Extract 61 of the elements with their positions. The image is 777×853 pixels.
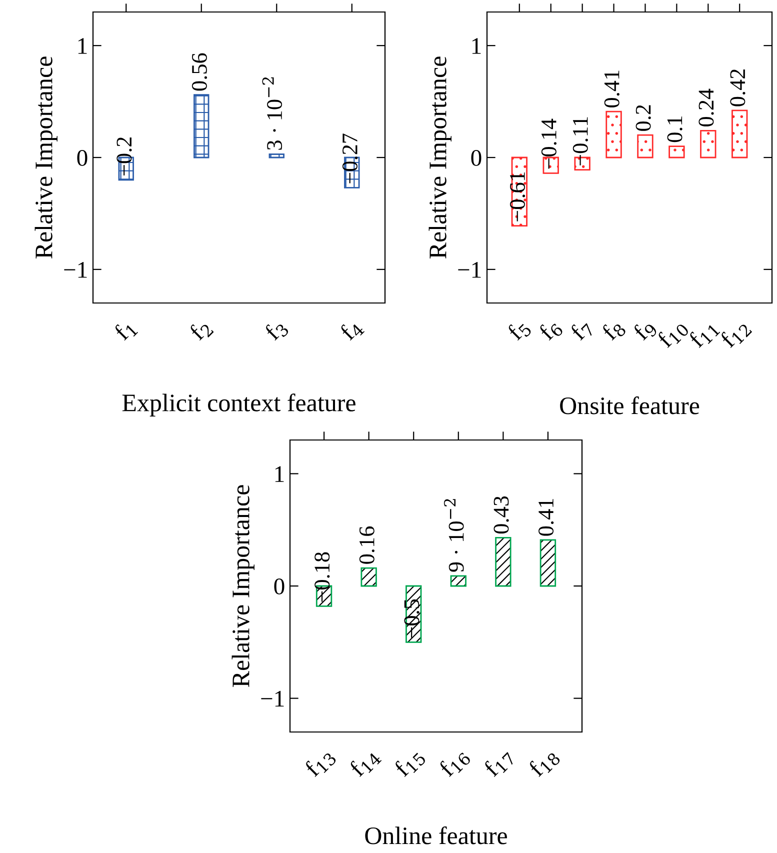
x-tick-label: f$_{10}$ bbox=[656, 322, 690, 348]
data-label: 0.1 bbox=[667, 116, 682, 142]
data-label: 0.24 bbox=[698, 88, 714, 126]
bar bbox=[450, 575, 466, 587]
x-axis-title: Online feature bbox=[365, 826, 507, 844]
data-label: 0.41 bbox=[538, 499, 554, 536]
x-tick-label: f$_{7}$ bbox=[568, 317, 596, 344]
y-tick-label: 1 bbox=[472, 38, 481, 54]
data-label: 0.42 bbox=[730, 69, 746, 106]
bar bbox=[268, 153, 284, 158]
bar bbox=[194, 94, 210, 158]
data-label: −0.18 bbox=[314, 552, 330, 602]
bar bbox=[360, 567, 377, 587]
data-label: −0.14 bbox=[541, 118, 557, 169]
x-axis-title: Explicit context feature bbox=[122, 394, 356, 416]
data-label: −0.2 bbox=[116, 137, 132, 176]
x-tick-label: f$_{4}$ bbox=[338, 317, 365, 344]
x-tick-label: f$_{5}$ bbox=[506, 317, 532, 344]
x-tick-label: f$_{13}$ bbox=[303, 746, 337, 780]
y-tick-label: 0 bbox=[471, 150, 482, 166]
x-tick-label: f$_{17}$ bbox=[482, 746, 516, 780]
data-label: 0.43 bbox=[494, 496, 509, 534]
y-tick-label: −1 bbox=[261, 690, 284, 706]
x-tick-label: f$_{12}$ bbox=[718, 318, 752, 351]
data-label: 0.16 bbox=[359, 526, 374, 564]
y-tick-label: −1 bbox=[64, 262, 87, 278]
data-label: 0.2 bbox=[636, 105, 651, 131]
x-tick-label: f$_{18}$ bbox=[527, 746, 561, 780]
x-tick-label: f$_{14}$ bbox=[348, 746, 382, 780]
x-axis-title: Onsite feature bbox=[560, 396, 700, 414]
x-tick-label: f$_{15}$ bbox=[392, 746, 427, 780]
y-axis-title: Relative Importance bbox=[34, 56, 58, 258]
x-tick-label: f$_{3}$ bbox=[263, 317, 290, 344]
x-tick-label: f$_{9}$ bbox=[632, 317, 658, 344]
bar bbox=[606, 110, 622, 158]
data-label: 9 · 10$^{−2}$ bbox=[444, 499, 464, 572]
y-axis-title: Relative Importance bbox=[428, 56, 452, 258]
data-label: 0.56 bbox=[192, 53, 208, 91]
x-tick-label: f$_{2}$ bbox=[188, 318, 214, 344]
x-tick-label: f$_{8}$ bbox=[600, 317, 627, 344]
bar bbox=[540, 539, 556, 587]
data-label: 0.41 bbox=[604, 70, 620, 108]
data-label: 3 · 10$^{−2}$ bbox=[262, 77, 282, 150]
data-label: −0.27 bbox=[342, 134, 358, 184]
bar bbox=[668, 146, 685, 158]
y-axis-title: Relative Importance bbox=[232, 485, 254, 687]
bar bbox=[732, 110, 748, 158]
y-tick-label: 0 bbox=[77, 150, 88, 166]
bar bbox=[495, 537, 512, 587]
x-tick-label: f$_{1}$ bbox=[112, 318, 138, 344]
x-tick-label: f$_{11}$ bbox=[687, 318, 720, 351]
x-tick-label: f$_{16}$ bbox=[438, 746, 472, 780]
y-tick-label: 1 bbox=[78, 38, 87, 54]
y-tick-label: 1 bbox=[275, 466, 284, 482]
bar bbox=[637, 134, 654, 158]
y-tick-label: 0 bbox=[274, 578, 284, 594]
data-label: −0.11 bbox=[572, 117, 588, 166]
bar bbox=[700, 130, 716, 158]
y-tick-label: −1 bbox=[458, 262, 481, 278]
data-label: −0.61 bbox=[510, 172, 526, 222]
x-tick-label: f$_{6}$ bbox=[537, 317, 564, 344]
